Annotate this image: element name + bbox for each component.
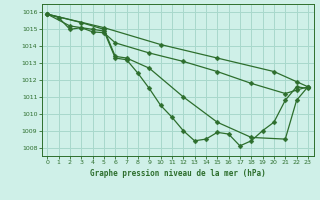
X-axis label: Graphe pression niveau de la mer (hPa): Graphe pression niveau de la mer (hPa) — [90, 169, 266, 178]
